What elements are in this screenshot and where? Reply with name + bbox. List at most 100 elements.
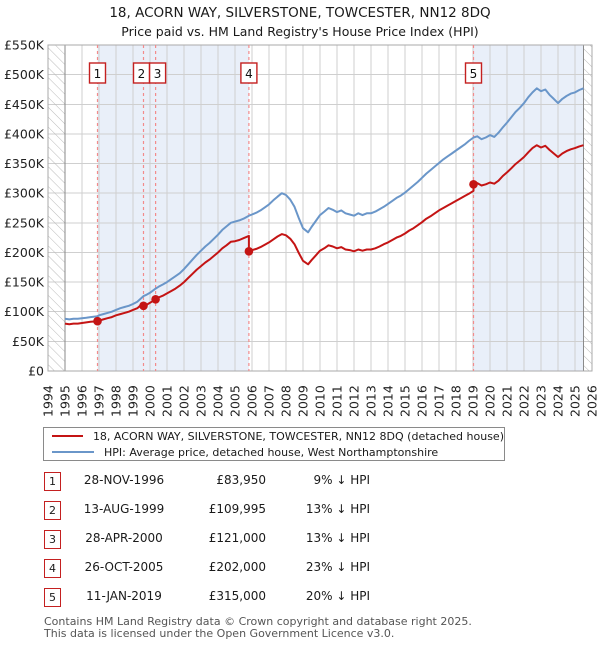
sale-hpi-delta: 23% ↓ HPI	[305, 560, 370, 574]
y-axis-tick-label: £550K	[4, 38, 45, 53]
sale-dot	[151, 295, 160, 304]
sale-hpi-delta: 13% ↓ HPI	[305, 502, 370, 516]
sale-date: 11-JAN-2019	[86, 589, 162, 603]
page-subtitle: Price paid vs. HM Land Registry's House …	[121, 24, 479, 39]
x-axis-tick-label: 2002	[177, 385, 192, 417]
x-axis-tick-label: 2019	[466, 385, 481, 417]
x-axis-tick-label: 2009	[296, 385, 311, 417]
sale-price: £202,000	[208, 560, 266, 574]
footer-line-1: Contains HM Land Registry data © Crown c…	[44, 615, 472, 628]
legend-entry-hpi: HPI: Average price, detached house, West…	[52, 445, 504, 459]
y-axis-tick-label: £400K	[4, 126, 45, 141]
y-axis-tick-label: £100K	[4, 304, 45, 319]
sale-marker-number: 2	[138, 67, 146, 81]
x-axis-tick-label: 2021	[500, 385, 515, 417]
sale-number-badge: 2	[44, 501, 61, 520]
x-axis-tick-label: 2001	[160, 385, 175, 417]
y-axis-tick-label: £500K	[4, 67, 45, 82]
sale-number-badge: 5	[44, 588, 61, 607]
x-axis-tick-label: 1994	[41, 385, 56, 417]
x-axis-tick-label: 1998	[109, 385, 124, 417]
sale-date: 28-NOV-1996	[83, 473, 165, 487]
ownership-band	[97, 45, 249, 371]
y-axis-tick-label: £300K	[4, 186, 45, 201]
x-axis-tick-label: 2017	[432, 385, 447, 417]
x-axis-tick-label: 2005	[228, 385, 243, 417]
price-chart: 1 2 3 4 5£0£50K£100K£150K£200K£250K£300K£350…	[4, 38, 600, 418]
sale-marker-box	[148, 62, 167, 84]
sale-marker-number: 5	[470, 67, 478, 81]
y-axis-tick-label: £450K	[4, 97, 45, 112]
table-row: 5 11-JAN-2019 £315,000 20% ↓ HPI	[0, 585, 600, 614]
page-title: 18, ACORN WAY, SILVERSTONE, TOWCESTER, N…	[109, 5, 491, 21]
x-axis-tick-label: 2016	[415, 385, 430, 417]
footer-line-2: This data is licensed under the Open Gov…	[44, 627, 395, 640]
sale-number-badge: 1	[44, 472, 61, 491]
x-axis-tick-label: 2008	[279, 385, 294, 417]
sale-price: £121,000	[208, 531, 266, 545]
x-axis-tick-label: 2013	[364, 385, 379, 417]
sale-number-badge: 3	[44, 530, 61, 549]
x-axis-tick-label: 2026	[585, 385, 600, 417]
no-data-hatch	[48, 45, 65, 371]
x-axis-tick-label: 2025	[568, 385, 583, 417]
y-axis-tick-label: £350K	[4, 156, 45, 171]
sale-dot	[139, 301, 148, 311]
sale-date: 26-OCT-2005	[84, 560, 164, 574]
x-axis-tick-label: 1999	[126, 385, 141, 417]
sale-price: £109,995	[208, 502, 266, 516]
x-axis-tick-label: 2012	[347, 385, 362, 417]
y-axis-tick-label: £200K	[4, 245, 45, 260]
legend-label-hpi: HPI: Average price, detached house, West…	[104, 445, 439, 459]
x-axis-tick-label: 2023	[534, 385, 549, 417]
chart-legend: 18, ACORN WAY, SILVERSTONE, TOWCESTER, N…	[43, 427, 505, 461]
x-axis-tick-label: 2022	[517, 385, 532, 417]
x-axis-tick-label: 2007	[262, 385, 277, 417]
x-axis-tick-label: 2004	[211, 385, 226, 417]
table-row: 2 13-AUG-1999 £109,995 13% ↓ HPI	[0, 498, 600, 527]
sale-marker-box	[240, 62, 258, 84]
x-axis-tick-label: 2006	[245, 385, 260, 417]
sale-hpi-delta: 20% ↓ HPI	[305, 589, 370, 603]
sale-hpi-delta: 13% ↓ HPI	[305, 531, 370, 545]
sale-number-badge: 4	[44, 559, 61, 578]
x-axis-tick-label: 2003	[194, 385, 209, 417]
table-row: 3 28-APR-2000 £121,000 13% ↓ HPI	[0, 527, 600, 556]
sale-marker-box	[88, 62, 107, 84]
no-data-hatch	[583, 45, 592, 371]
sale-marker-number: 3	[154, 67, 162, 81]
sale-hpi-delta: 9% ↓ HPI	[313, 473, 370, 487]
hpi-line	[64, 87, 584, 321]
sale-price: £315,000	[208, 589, 266, 603]
sale-price: £83,950	[216, 473, 266, 487]
y-axis-tick-label: £50K	[12, 334, 45, 349]
sale-marker-number: 4	[245, 67, 253, 81]
table-row: 4 26-OCT-2005 £202,000 23% ↓ HPI	[0, 556, 600, 585]
sale-date: 13-AUG-1999	[83, 502, 165, 516]
legend-entry-price: 18, ACORN WAY, SILVERSTONE, TOWCESTER, N…	[52, 429, 504, 443]
sale-marker-number: 1	[94, 67, 102, 81]
x-axis-tick-label: 1995	[58, 385, 73, 417]
legend-label-price: 18, ACORN WAY, SILVERSTONE, TOWCESTER, N…	[92, 429, 504, 443]
x-axis-tick-label: 2024	[551, 385, 566, 417]
x-axis-tick-label: 1997	[92, 385, 107, 417]
x-axis-tick-label: 2020	[483, 385, 498, 417]
sale-dot	[469, 180, 478, 189]
price-paid-line	[64, 144, 584, 326]
table-row: 1 28-NOV-1996 £83,950 9% ↓ HPI	[0, 469, 600, 498]
price-line-sample	[52, 435, 83, 437]
x-axis-tick-label: 2000	[143, 385, 158, 417]
sale-dot	[244, 247, 254, 256]
ownership-band	[473, 45, 584, 371]
y-axis-tick-label: £250K	[4, 215, 45, 230]
x-axis-tick-label: 2014	[381, 385, 396, 417]
sale-marker-box	[464, 62, 483, 84]
x-axis-tick-label: 2011	[330, 385, 345, 417]
x-axis-tick-label: 2018	[449, 385, 464, 417]
y-axis-tick-label: £0	[28, 364, 44, 379]
hpi-line-sample	[52, 451, 94, 453]
x-axis-tick-label: 2010	[313, 385, 328, 417]
sale-date: 28-APR-2000	[85, 531, 163, 545]
sale-dot	[93, 316, 102, 326]
